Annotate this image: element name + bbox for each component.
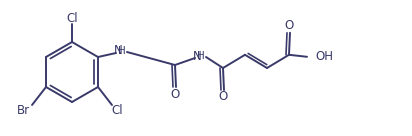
Text: N: N bbox=[193, 50, 201, 63]
Text: H: H bbox=[197, 51, 205, 61]
Text: OH: OH bbox=[315, 50, 333, 63]
Text: O: O bbox=[284, 19, 294, 32]
Text: O: O bbox=[218, 90, 227, 103]
Text: Br: Br bbox=[16, 104, 30, 118]
Text: O: O bbox=[171, 87, 180, 101]
Text: Cl: Cl bbox=[111, 104, 123, 118]
Text: H: H bbox=[118, 46, 126, 56]
Text: Cl: Cl bbox=[66, 12, 78, 24]
Text: N: N bbox=[114, 44, 122, 58]
